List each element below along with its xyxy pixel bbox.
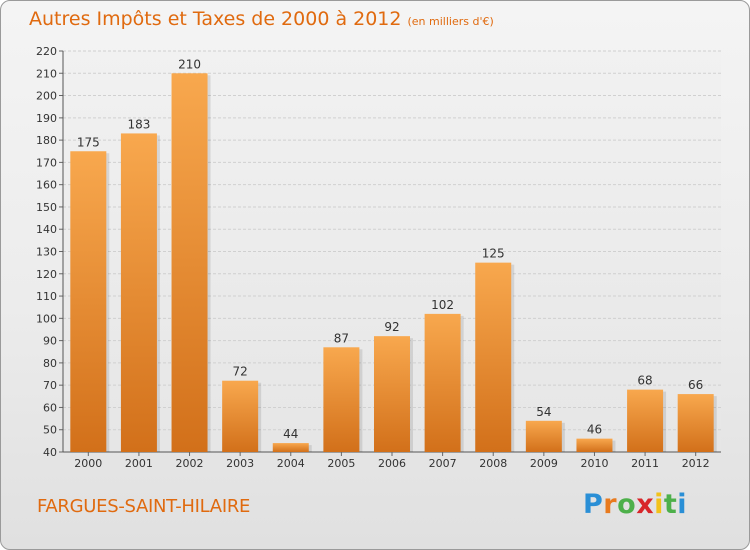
x-tick-label: 2008 xyxy=(479,457,507,470)
y-tick-label: 70 xyxy=(43,379,57,392)
logo-letter: P xyxy=(583,489,604,520)
x-tick-label: 2007 xyxy=(429,457,457,470)
bar-layer xyxy=(70,73,717,453)
x-tick-label: 2000 xyxy=(74,457,102,470)
bar-value-label: 54 xyxy=(536,405,551,419)
y-tick-label: 170 xyxy=(36,156,57,169)
bar-value-label: 44 xyxy=(283,427,298,441)
y-tick-label: 180 xyxy=(36,134,57,147)
bar xyxy=(70,151,107,452)
x-tick-label: 2005 xyxy=(327,457,355,470)
x-tick-label: 2009 xyxy=(530,457,558,470)
y-tick-label: 120 xyxy=(36,268,57,281)
logo-letter: i xyxy=(677,489,688,520)
chart-title: Autres Impôts et Taxes de 2000 à 2012 (en… xyxy=(29,8,494,30)
bar xyxy=(374,336,410,452)
bar-value-label: 183 xyxy=(127,117,150,131)
bar-value-label: 92 xyxy=(384,320,399,334)
x-tick-label: 2012 xyxy=(682,457,710,470)
logo-letter: o xyxy=(617,489,637,520)
bar xyxy=(475,262,512,452)
bar xyxy=(120,133,157,452)
bar xyxy=(576,438,613,452)
axis-layer: 40 50 60 70 80 90 100 110 120 130 140 150 160 170 180 1… xyxy=(36,45,721,470)
bar xyxy=(222,380,259,452)
value-label-layer: 175 183 210 72 44 87 92 102 125 54 46 68 66 xyxy=(77,57,703,441)
y-tick-label: 220 xyxy=(36,45,57,58)
y-tick-label: 140 xyxy=(36,223,57,236)
y-tick-label: 60 xyxy=(43,401,57,414)
bar-value-label: 68 xyxy=(637,374,652,388)
bar xyxy=(525,420,562,452)
x-tick-label: 2003 xyxy=(226,457,254,470)
bar xyxy=(627,389,664,452)
bar-value-label: 72 xyxy=(233,365,248,379)
y-tick-label: 160 xyxy=(36,179,57,192)
bar-value-label: 46 xyxy=(587,423,602,437)
x-tick-label: 2001 xyxy=(125,457,153,470)
y-tick-label: 80 xyxy=(43,357,57,370)
logo-letter: t xyxy=(663,489,678,520)
bar-value-label: 102 xyxy=(431,298,454,312)
y-tick-label: 190 xyxy=(36,112,57,125)
bar xyxy=(272,443,309,452)
logo-letter: x xyxy=(636,489,655,520)
bar-value-label: 66 xyxy=(688,378,703,392)
chart-subtitle: (en milliers d'€) xyxy=(407,15,494,28)
bar xyxy=(171,73,208,453)
x-tick-label: 2011 xyxy=(631,457,659,470)
y-tick-label: 110 xyxy=(36,290,57,303)
y-tick-label: 150 xyxy=(36,201,57,214)
logo-letter: r xyxy=(603,489,618,520)
x-tick-label: 2006 xyxy=(378,457,406,470)
x-tick-label: 2004 xyxy=(277,457,305,470)
proxiti-logo: Proxiti xyxy=(583,489,687,520)
chart-title-text: Autres Impôts et Taxes de 2000 à 2012 xyxy=(29,8,402,30)
y-tick-label: 100 xyxy=(36,312,57,325)
bar-value-label: 210 xyxy=(178,57,201,71)
y-tick-label: 50 xyxy=(43,424,57,437)
bar xyxy=(677,394,714,452)
commune-name: FARGUES-SAINT-HILAIRE xyxy=(37,496,251,517)
bar-value-label: 125 xyxy=(482,247,505,261)
bar xyxy=(424,313,461,452)
logo-letter: i xyxy=(654,489,664,520)
bar xyxy=(323,347,360,452)
y-tick-label: 200 xyxy=(36,90,57,103)
y-tick-label: 90 xyxy=(43,335,57,348)
y-tick-label: 210 xyxy=(36,67,57,80)
x-tick-label: 2010 xyxy=(580,457,608,470)
x-tick-label: 2002 xyxy=(176,457,204,470)
bar-value-label: 175 xyxy=(77,135,100,149)
y-tick-label: 130 xyxy=(36,246,57,259)
bar-value-label: 87 xyxy=(334,331,349,345)
y-tick-label: 40 xyxy=(43,446,57,459)
